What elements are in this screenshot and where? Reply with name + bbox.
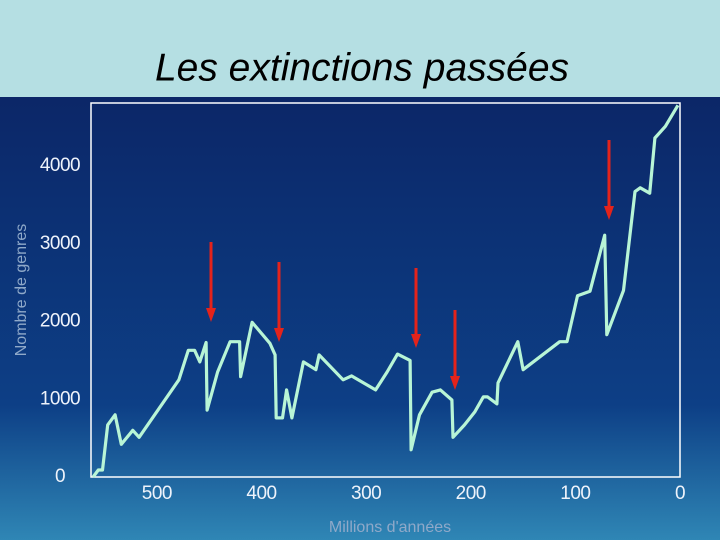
- arrow-head: [206, 308, 216, 322]
- plot-frame: [90, 102, 681, 478]
- y-axis-label: Nombre de genres: [13, 224, 30, 357]
- x-tick-label: 300: [351, 483, 381, 504]
- extinction-arrows: [206, 140, 614, 390]
- data-line: [91, 104, 680, 478]
- y-tick-label: 1000: [40, 388, 80, 409]
- x-tick-label: 400: [246, 483, 276, 504]
- y-tick-label: 3000: [40, 233, 80, 254]
- arrow-head: [450, 376, 460, 390]
- x-tick-label: 200: [456, 483, 486, 504]
- x-tick-label: 100: [560, 483, 590, 504]
- y-tick-label: 4000: [40, 155, 80, 176]
- chart-title: Les extinctions passées: [155, 46, 569, 89]
- y-tick-label: 0: [55, 466, 65, 487]
- title-banner: [0, 0, 720, 97]
- x-axis-label: Millions d'années: [329, 519, 451, 536]
- x-tick-label: 0: [675, 483, 685, 504]
- arrow-head: [411, 334, 421, 348]
- arrow-head: [604, 206, 614, 220]
- y-tick-label: 2000: [40, 311, 80, 332]
- x-tick-label: 500: [142, 483, 172, 504]
- arrow-head: [274, 328, 284, 342]
